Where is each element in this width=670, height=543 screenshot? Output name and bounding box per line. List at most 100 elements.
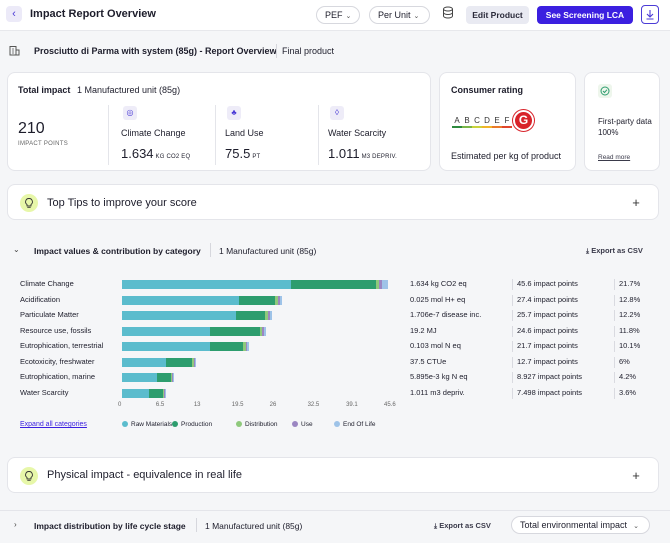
page-title: Impact Report Overview [30,8,156,20]
impact-points-value: 21.7 impact points [517,341,578,350]
physical-value: 1.706e-7 disease inc. [410,310,482,319]
bar-segment [165,357,192,367]
column-separator [512,325,513,337]
rating-scale-letter: B [462,116,472,128]
legend-label: Distribution [245,421,278,428]
physical-impact-panel[interactable]: Physical impact - equivalence in real li… [7,457,659,493]
bar-segment [164,388,166,398]
bar-segment [122,388,149,398]
bar-segment [277,295,280,305]
unit-select[interactable]: Per Unit ⌄ [369,6,430,24]
first-party-data-label: First-party data 100% [598,117,652,137]
export-csv-button[interactable]: ⤓ Export as CSV [434,521,491,530]
category-label: Particulate Matter [20,310,79,319]
share-value: 3.6% [619,387,637,397]
chevron-down-icon[interactable]: ⌄ [13,245,20,254]
product-type: Final product [282,46,335,56]
bar-segment [209,342,243,351]
impact-points-value: 25.7 impact points [517,310,578,319]
x-tick-label: 0 [118,402,122,408]
back-button[interactable]: ‹ [6,6,22,22]
share-value: 6% [619,356,630,366]
divider [196,518,197,532]
divider [318,105,319,165]
category-label: Eutrophication, marine [20,372,96,381]
rating-scale-letter: A [452,116,462,128]
impact-section-unit: 1 Manufactured unit (85g) [219,246,317,256]
bar-segment [379,280,382,289]
column-separator [614,325,615,337]
legend-item: Distribution [236,421,278,428]
column-separator [512,341,513,352]
top-tips-panel[interactable]: Top Tips to improve your score + [7,184,659,220]
divider [215,105,216,165]
bar-segment [263,326,266,336]
bar-segment [375,280,380,289]
edit-product-button[interactable]: Edit Product [466,6,529,24]
physical-value: 5.895e-3 kg N eq [410,372,468,381]
column-separator [512,356,513,368]
share-value: 21.7% [619,279,641,288]
metric-value-climate: 1.634 KG CO2 EQ [121,146,191,161]
bar-segment [264,311,268,320]
chevron-down-icon: ⌄ [345,13,352,20]
see-screening-lca-button[interactable]: See Screening LCA [537,6,633,24]
bar-segment [122,280,292,289]
bar-segment [242,342,246,351]
total-impact-label: Total impact [18,85,71,95]
method-select[interactable]: PEF ⌄ [316,6,360,24]
category-label: Eutrophication, terrestrial [20,341,104,350]
bar-segment [122,295,239,305]
expand-plus-icon[interactable]: + [632,468,640,483]
expand-plus-icon[interactable]: + [632,195,640,210]
x-tick-label: 19.5 [231,402,244,408]
bar-segment [238,295,276,305]
top-tips-title: Top Tips to improve your score [47,197,197,209]
expand-all-categories-link[interactable]: Expand all categories [20,421,87,428]
read-more-link[interactable]: Read more [598,154,631,161]
share-value: 10.1% [619,341,641,350]
impact-type-select[interactable]: Total environmental impact ⌄ [511,516,650,534]
chevron-right-icon[interactable]: › [14,520,17,529]
bar-segment [247,342,249,351]
bar-segment [164,388,165,398]
database-icon[interactable] [439,6,457,24]
consumer-rating-label: Consumer rating [451,85,524,95]
distribution-unit: 1 Manufactured unit (85g) [205,521,303,531]
bar-segment [122,311,236,320]
download-report-button[interactable] [641,5,659,24]
metric-name: Climate Change [121,128,186,138]
impact-type-select-value: Total environmental impact [520,520,628,530]
physical-value: 1.634 kg CO2 eq [410,279,467,288]
bar-segment [194,357,197,367]
product-title: Prosciutto di Parma with system (85g) - … [34,46,277,56]
climate-icon: ◎ [123,106,137,120]
bar-segment [122,357,166,367]
category-label: Resource use, fossils [20,325,92,335]
bar-segment [122,342,210,351]
download-icon: ⤓ [434,523,438,530]
impact-section-header: ⌄ Impact values & contribution by catego… [0,240,670,260]
column-separator [614,356,615,368]
share-value: 12.8% [619,294,641,304]
total-impact-value-label: IMPACT POINTS [18,141,69,147]
physical-value: 19.2 MJ [410,325,437,335]
legend-item: Raw Materials [122,421,172,428]
bar-segment [171,373,173,382]
column-separator [614,372,615,383]
impact-points-value: 7.498 impact points [517,387,583,397]
impact-points-value: 12.7 impact points [517,356,578,366]
impact-points-value: 45.6 impact points [517,279,578,288]
lightbulb-icon [20,467,38,485]
physical-value: 37.5 CTUe [410,356,447,366]
export-csv-button[interactable]: ⤓ Export as CSV [586,246,643,255]
total-impact-unit: 1 Manufactured unit (85g) [77,85,181,95]
bar-segment [122,326,210,336]
method-select-value: PEF [325,10,343,20]
top-bar: ‹ Impact Report Overview PEF ⌄ Per Unit ⌄ … [0,0,670,31]
rating-scale-letter: C [472,116,482,128]
download-icon: ⤓ [586,248,590,255]
category-label: Acidification [20,294,61,304]
building-icon [9,46,20,56]
